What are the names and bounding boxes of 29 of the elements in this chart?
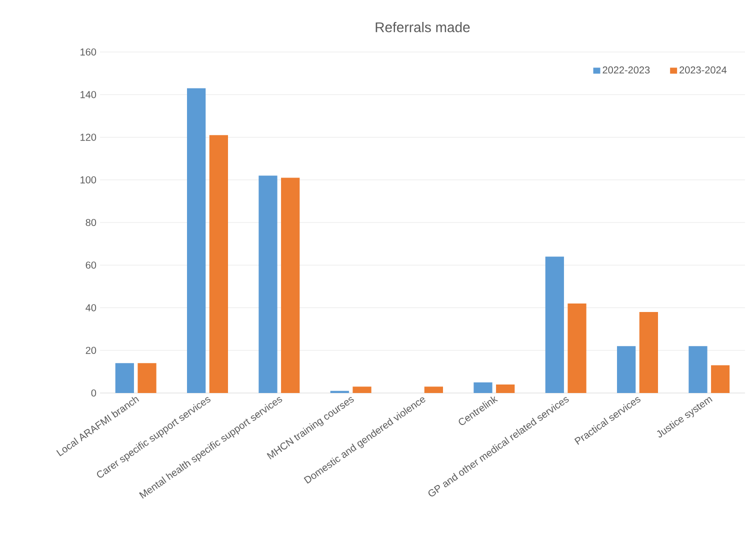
- y-tick-label: 20: [86, 346, 96, 354]
- bar: [474, 382, 492, 394]
- bar: [258, 176, 278, 394]
- bar: [496, 384, 515, 394]
- y-tick-label: 80: [86, 218, 96, 226]
- bar: [639, 312, 658, 394]
- bar: [545, 256, 564, 394]
- y-tick-label: 60: [86, 262, 96, 269]
- bar: [209, 135, 228, 394]
- legend-label: 2023-2024: [680, 66, 727, 74]
- bar: [138, 363, 156, 394]
- bar: [330, 390, 349, 394]
- bar: [711, 365, 730, 394]
- y-tick-label: 160: [80, 48, 96, 56]
- bar: [424, 386, 443, 394]
- legend-label: 2022-2023: [602, 66, 650, 74]
- bar: [617, 346, 636, 394]
- y-tick-label: 140: [80, 91, 96, 98]
- y-tick-label: 40: [86, 304, 96, 312]
- bar: [688, 346, 708, 394]
- y-tick-label: 0: [91, 389, 96, 397]
- bar: [187, 88, 206, 394]
- bar: [568, 303, 586, 394]
- bar: [352, 386, 372, 394]
- y-tick-label: 120: [80, 134, 96, 141]
- bar: [281, 178, 300, 394]
- bar: [115, 363, 134, 394]
- chart-title: Referrals made: [376, 22, 470, 32]
- y-tick-label: 100: [80, 176, 96, 184]
